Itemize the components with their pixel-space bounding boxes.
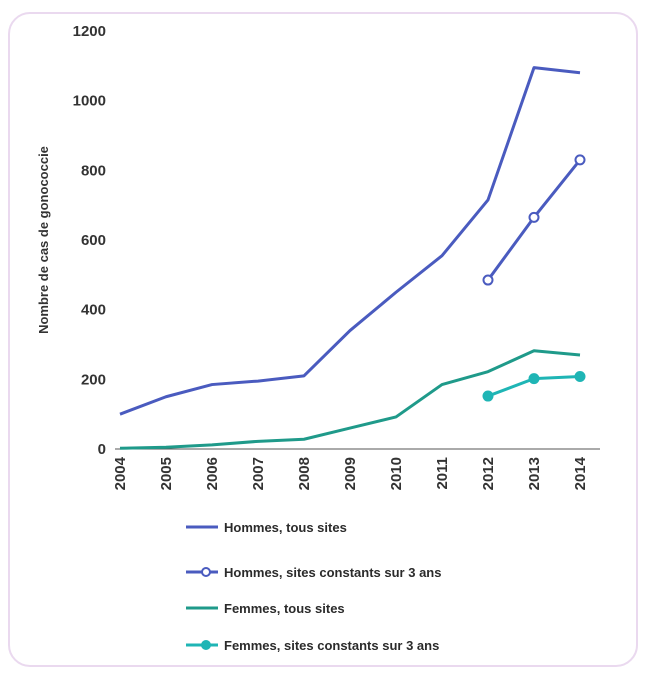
x-tick-label: 2004 — [112, 456, 129, 490]
x-tick-label: 2013 — [526, 457, 543, 490]
y-tick-label: 0 — [98, 441, 106, 458]
series-2-point — [574, 154, 586, 166]
series-4-point — [482, 390, 494, 402]
y-tick-label: 1000 — [73, 93, 106, 110]
legend-marker-2 — [201, 567, 211, 577]
y-tick-label: 600 — [81, 232, 106, 249]
x-tick-label: 2007 — [250, 457, 267, 490]
series-4-point — [574, 371, 586, 383]
legend-label-1: Hommes, tous sites — [224, 520, 347, 535]
x-tick-label: 2011 — [434, 457, 451, 490]
series-2-point — [482, 274, 494, 286]
x-tick-label: 2006 — [204, 457, 221, 490]
x-tick-label: 2005 — [158, 457, 175, 490]
x-tick-label: 2010 — [388, 457, 405, 490]
series-4-point — [528, 373, 540, 385]
legend-label-4: Femmes, sites constants sur 3 ans — [224, 638, 439, 653]
y-tick-label: 400 — [81, 302, 106, 319]
series-line-3 — [119, 349, 581, 450]
x-tick-label: 2014 — [572, 456, 589, 490]
series-line-1 — [119, 66, 581, 416]
y-tick-label: 800 — [81, 162, 106, 179]
legend-label-3: Femmes, tous sites — [224, 601, 345, 616]
x-tick-label: 2008 — [296, 457, 313, 490]
y-axis-label: Nombre de cas de gonococcie — [36, 146, 51, 334]
legend-label-2: Hommes, sites constants sur 3 ans — [224, 565, 441, 580]
x-tick-label: 2012 — [480, 457, 497, 490]
x-tick-label: 2009 — [342, 457, 359, 490]
chart-frame — [8, 12, 638, 667]
y-tick-label: 1200 — [73, 23, 106, 40]
y-tick-label: 200 — [81, 371, 106, 388]
legend-marker-4 — [201, 640, 211, 650]
series-2-point — [528, 211, 540, 223]
